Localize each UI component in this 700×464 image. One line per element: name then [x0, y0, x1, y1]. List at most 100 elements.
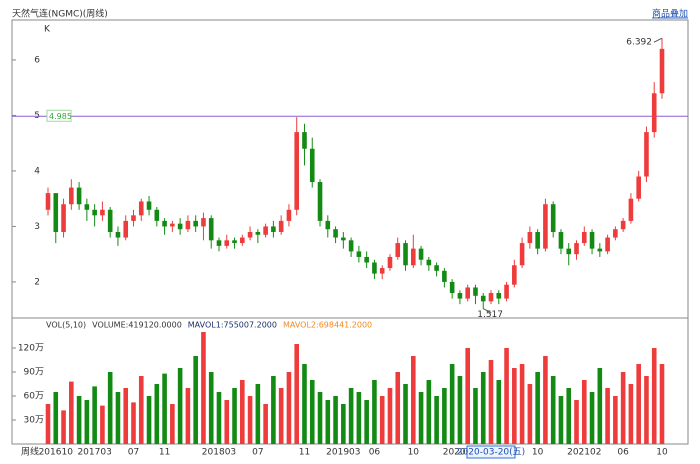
volume-bar	[115, 392, 121, 444]
volume-bar	[628, 384, 634, 444]
volume-bar	[162, 373, 167, 444]
volume-bar	[434, 396, 439, 444]
x-tick-label: 201703	[77, 448, 111, 458]
volume-bar	[504, 348, 509, 444]
volume-bar	[45, 404, 51, 444]
volume-bar	[278, 388, 284, 444]
candle-body	[434, 265, 439, 271]
volume-bar	[271, 376, 276, 444]
candle-body	[574, 243, 579, 255]
volume-bar	[480, 372, 486, 444]
x-tick-label: 06	[369, 448, 381, 458]
x-tick-label: 10	[408, 448, 420, 458]
volume-bar	[185, 388, 191, 444]
candle-body	[317, 182, 323, 221]
volume-bar	[255, 384, 261, 444]
x-tick-label: 201610	[39, 448, 74, 458]
candle-body	[605, 237, 610, 252]
volume-bar	[395, 372, 401, 444]
volume-bar	[512, 368, 517, 444]
x-tick-label: 06	[617, 448, 629, 458]
candle-body	[286, 209, 292, 221]
volume-bar	[286, 372, 292, 444]
candle-body	[240, 237, 245, 244]
volume-bar	[193, 356, 198, 444]
candle-body	[620, 220, 626, 230]
y-tick-label: 4	[34, 166, 40, 176]
candle-body	[558, 231, 564, 249]
candle-body	[76, 187, 82, 205]
candle-body	[45, 193, 51, 210]
volume-bar	[449, 364, 455, 444]
candle-body	[636, 176, 641, 199]
volume-bar	[566, 388, 572, 444]
candle-body	[504, 284, 509, 299]
volume-bar	[403, 384, 408, 444]
volume-bar	[138, 376, 144, 444]
volume-bar	[216, 392, 222, 444]
candle-body	[465, 287, 470, 299]
volume-bar	[333, 396, 338, 444]
volume-bar	[651, 348, 657, 444]
candle-body	[403, 243, 408, 266]
candle-body	[123, 220, 129, 238]
candle-body	[628, 198, 634, 221]
volume-bar	[53, 392, 59, 444]
volume-bar	[356, 392, 362, 444]
volume-bar	[247, 396, 253, 444]
candle-body	[566, 248, 572, 255]
volume-bar	[348, 388, 354, 444]
volume-bar	[232, 388, 237, 444]
overlay-button[interactable]: 商品叠加	[652, 8, 688, 20]
volume-bar	[302, 364, 307, 444]
volume-bar	[387, 388, 393, 444]
x-tick-label: 11	[299, 448, 310, 458]
volume-bar	[558, 396, 564, 444]
volume-bar	[61, 410, 66, 444]
x-tick-label: 201903	[326, 448, 360, 458]
candle-body	[162, 220, 167, 227]
candle-body	[527, 231, 533, 244]
volume-bar	[519, 364, 525, 444]
annotation-line	[653, 37, 663, 43]
candle-body	[325, 220, 331, 230]
candle-body	[69, 187, 74, 205]
reference-label: 4.985	[49, 112, 72, 121]
candle-body	[84, 204, 90, 210]
candle-body	[53, 193, 59, 232]
y-tick-label: 90万	[24, 368, 44, 378]
candle-body	[613, 229, 618, 238]
legend-text: VOLUME:419120.0000	[92, 321, 182, 330]
volume-bar	[442, 388, 447, 444]
candle-body	[543, 204, 548, 249]
volume-bar	[76, 396, 82, 444]
volume-bar	[410, 356, 416, 444]
volume-bar	[201, 332, 206, 444]
cursor-box	[466, 445, 516, 459]
candle-body	[581, 231, 587, 244]
volume-bar	[535, 372, 540, 444]
volume-bar	[457, 376, 463, 444]
candle-body	[309, 148, 315, 183]
volume-bar	[605, 388, 610, 444]
volume-bar	[488, 360, 494, 444]
candle-body	[395, 243, 401, 257]
volume-bar	[309, 380, 315, 444]
candle-body	[131, 215, 136, 221]
min-annotation: 1.517	[477, 310, 503, 320]
candle-body	[457, 293, 463, 299]
volume-bar	[496, 380, 502, 444]
annotation-line	[483, 308, 492, 314]
candle-body	[263, 226, 268, 235]
volume-bar	[543, 356, 548, 444]
volume-bar	[581, 380, 587, 444]
volume-bar	[100, 405, 105, 444]
candle-body	[589, 231, 595, 249]
candle-body	[216, 240, 222, 246]
volume-bar	[465, 348, 470, 444]
candle-body	[170, 223, 175, 227]
y-tick-label: 6	[34, 55, 40, 65]
chart-title: 天然气连(NGMC)(周线)	[12, 8, 108, 20]
candle-body	[302, 132, 307, 149]
volume-bar	[69, 381, 74, 444]
